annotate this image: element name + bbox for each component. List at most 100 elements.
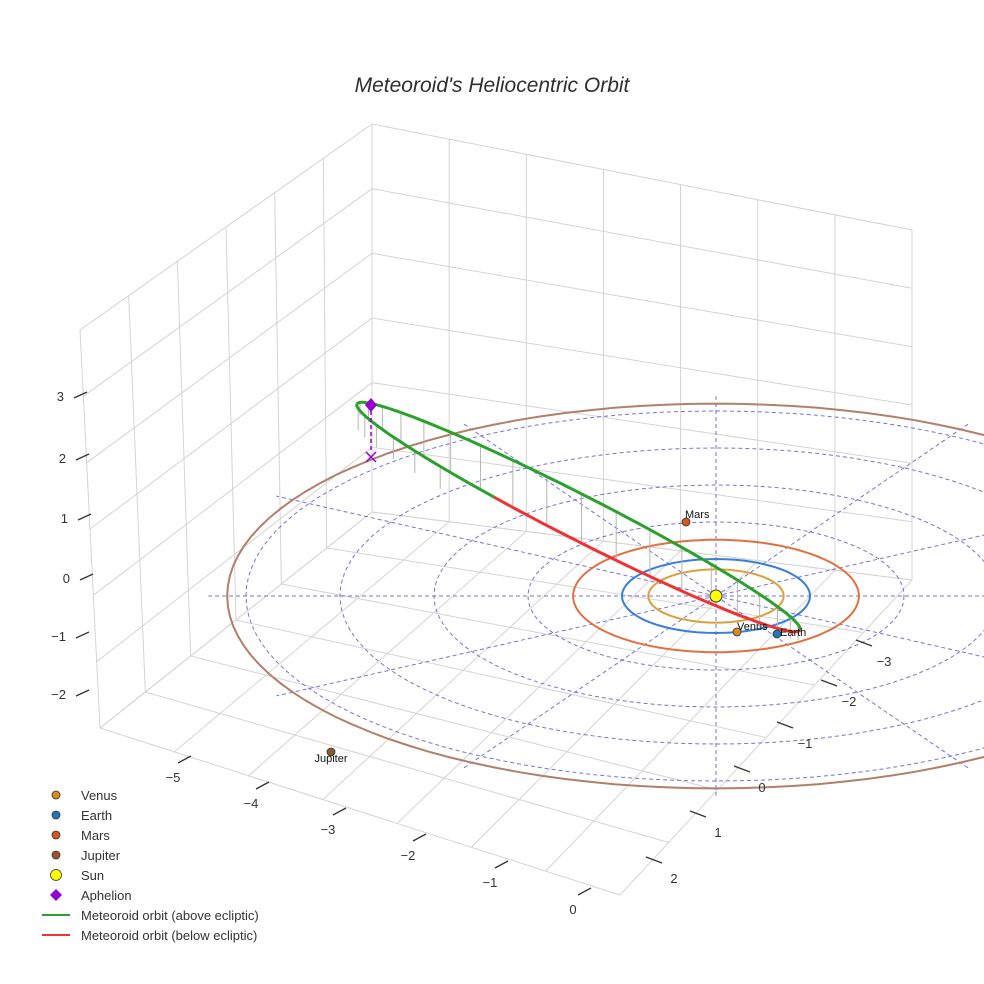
x-tick-mark [177,755,192,764]
planet-orbits [226,402,984,790]
legend-label: Mars [81,827,110,843]
z-tick-mark [75,453,90,461]
planet-venus-marker[interactable] [732,627,742,637]
legend-symbol-icon [38,905,74,925]
orbit-mars [572,538,860,654]
legend-label: Meteoroid orbit (below ecliptic) [81,927,258,943]
grid-line [145,691,669,843]
z-tick-label: 0 [63,571,70,586]
grid-line [545,569,836,872]
z-tick-label: 2 [59,451,66,466]
z-tick-mark [77,513,92,521]
legend-item[interactable]: Earth [38,805,259,825]
x-tick-label: −3 [321,822,336,837]
ecliptic-spoke [715,595,971,770]
legend-circle [51,810,61,820]
sun-marker[interactable] [709,589,723,603]
aphelion-marker[interactable] [365,398,377,412]
y-tick-mark [820,679,838,687]
legend-circle [51,850,61,860]
legend-label: Venus [81,787,118,803]
x-tick-label: 0 [569,902,576,917]
grid-line [86,252,913,464]
ecliptic-spoke [461,422,717,597]
x-tick-mark [577,887,592,896]
legend-item[interactable]: Jupiter [38,845,259,865]
ecliptic-spoke [276,495,717,597]
grid-line [619,579,913,896]
z-tick-mark [73,391,88,399]
legend-label: Aphelion [81,887,132,903]
x-tick-mark [412,833,427,842]
y-tick-mark [855,639,873,647]
y-tick-label: −3 [877,654,892,669]
axis-ticks: −2 −1 0 1 2 3 −5 −4 −3 −2 −1 0 −3 −2 −1 0 1 2 [51,389,891,917]
y-tick-mark [733,765,751,773]
meteoroid-orbit-above[interactable] [355,400,802,631]
legend-item[interactable]: Venus [38,785,259,805]
legend-label: Earth [81,807,113,823]
legend-label: Meteoroid orbit (above ecliptic) [81,907,259,923]
grid-line [281,583,815,686]
grid-line [89,317,913,530]
legend-item[interactable]: Mars [38,825,259,845]
legend-item[interactable]: Meteoroid orbit (above ecliptic) [38,905,259,925]
planet-earth-marker[interactable] [772,629,782,639]
ecliptic-spoke [715,595,984,658]
legend-circle [51,830,61,840]
z-tick-mark [79,573,94,581]
legend-symbol-icon [38,885,74,905]
x-tick-mark [494,860,509,869]
y-tick-label: −1 [798,736,813,751]
grid-line [79,123,913,331]
grid-line [371,511,913,581]
ecliptic-spoke [276,595,717,697]
legend-symbol-icon [38,925,74,945]
legend-circle [51,790,61,800]
aphelion-projection-x [365,451,377,463]
y-tick-mark [776,721,794,729]
z-tick-mark [75,631,90,639]
ecliptic-spoke [461,595,717,770]
legend-symbol-icon [38,825,74,845]
x-tick-label: −2 [401,848,416,863]
box-grid [79,123,913,896]
y-tick-mark [645,856,663,864]
planet-jupiter-marker[interactable] [326,747,336,757]
planet-mars-marker[interactable] [681,517,691,527]
body-markers[interactable]: Venus Earth Mars Jupiter [314,398,806,765]
grid-line [99,511,373,729]
meteoroid-orbit-below[interactable] [493,495,802,634]
meteoroid-orbit[interactable] [355,400,802,634]
legend-item[interactable]: Aphelion [38,885,259,905]
legend[interactable]: Venus Earth Mars Jupiter Sun Aphelion Meteoroi… [38,785,259,945]
legend-symbol-icon [38,865,74,885]
grid-line [235,619,767,738]
z-tick-label: −1 [51,629,66,644]
legend-item[interactable]: Sun [38,865,259,885]
z-tick-label: −2 [51,687,66,702]
legend-item[interactable]: Meteoroid orbit (below ecliptic) [38,925,259,945]
grid-line [173,521,450,753]
planet-earth-label: Earth [780,627,806,639]
legend-label: Jupiter [81,847,121,863]
ecliptic-spoke [715,534,984,597]
orbit-jupiter [226,402,984,790]
meteoroid-orbit-above[interactable] [355,403,495,499]
z-tick-label: 3 [57,389,64,404]
chart-title: Meteoroid's Heliocentric Orbit [354,74,630,97]
y-tick-mark [689,810,707,818]
legend-label: Sun [81,867,105,883]
planet-venus-label: Venus [737,621,768,633]
y-tick-label: 0 [758,780,765,795]
legend-symbol-icon [38,805,74,825]
grid-line [471,560,759,848]
x-tick-label: −5 [166,770,181,785]
grid-line [96,446,913,663]
y-tick-label: 2 [670,871,677,886]
z-tick-label: 1 [61,511,68,526]
x-tick-label: −1 [483,875,498,890]
grid-line [396,550,681,824]
y-tick-label: 1 [714,825,721,840]
